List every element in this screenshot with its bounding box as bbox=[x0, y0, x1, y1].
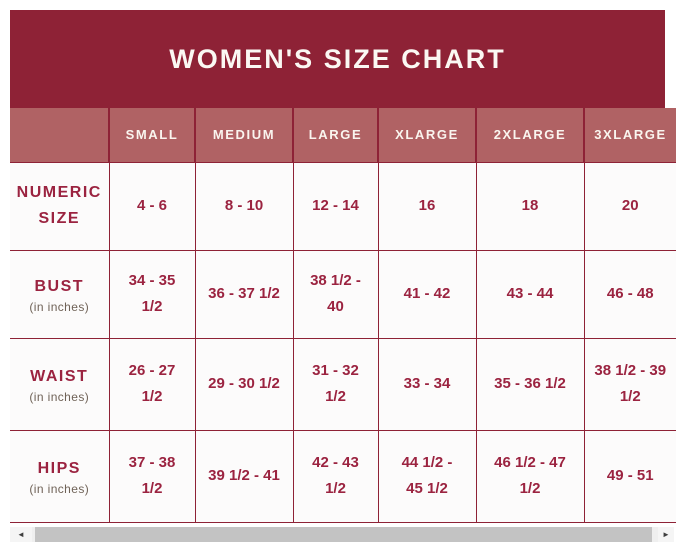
table-cell: 34 - 35 1/2 bbox=[108, 249, 196, 339]
scrollbar-thumb[interactable] bbox=[35, 527, 652, 542]
row-sublabel: (in inches) bbox=[29, 299, 90, 314]
row-header-bust: BUST (in inches) bbox=[10, 249, 110, 339]
scroll-right-button[interactable]: ► bbox=[658, 527, 674, 542]
column-header-2xlarge: 2XLARGE bbox=[475, 108, 584, 162]
table-cell: 29 - 30 1/2 bbox=[194, 337, 294, 431]
table-cell: 16 bbox=[377, 161, 477, 251]
row-label: HIPS bbox=[37, 460, 81, 477]
table-cell: 41 - 42 bbox=[377, 249, 477, 339]
column-header-3xlarge: 3XLARGE bbox=[583, 108, 676, 162]
table-row-bust: BUST (in inches) 34 - 35 1/2 36 - 37 1/2 … bbox=[10, 249, 676, 339]
table-cell: 49 - 51 bbox=[583, 429, 676, 523]
row-header-waist: WAIST (in inches) bbox=[10, 337, 110, 431]
scroll-left-icon: ◄ bbox=[17, 529, 25, 539]
table-cell: 26 - 27 1/2 bbox=[108, 337, 196, 431]
row-header-numeric-size: NUMERIC SIZE bbox=[10, 161, 110, 251]
table-cell: 46 1/2 - 47 1/2 bbox=[475, 429, 585, 523]
row-label: WAIST bbox=[30, 368, 89, 385]
table-row-hips: HIPS (in inches) 37 - 38 1/2 39 1/2 - 41 … bbox=[10, 429, 676, 523]
table-cell: 12 - 14 bbox=[292, 161, 379, 251]
table-cell: 36 - 37 1/2 bbox=[194, 249, 294, 339]
table-cell: 8 - 10 bbox=[194, 161, 294, 251]
column-header-small: SMALL bbox=[108, 108, 195, 162]
table-cell: 42 - 43 1/2 bbox=[292, 429, 379, 523]
table-cell: 43 - 44 bbox=[475, 249, 585, 339]
column-header-xlarge: XLARGE bbox=[377, 108, 476, 162]
table-cell: 44 1/2 - 45 1/2 bbox=[377, 429, 477, 523]
table-cell: 35 - 36 1/2 bbox=[475, 337, 585, 431]
column-header-medium: MEDIUM bbox=[194, 108, 293, 162]
table-cell: 4 - 6 bbox=[108, 161, 196, 251]
table-cell: 46 - 48 bbox=[583, 249, 676, 339]
chart-title-bar: WOMEN'S SIZE CHART bbox=[10, 10, 665, 108]
row-sublabel: (in inches) bbox=[29, 481, 90, 496]
column-header-large: LARGE bbox=[292, 108, 378, 162]
table-viewport: SMALL MEDIUM LARGE XLARGE 2XLARGE 3XLARG… bbox=[10, 108, 676, 523]
corner-header-cell bbox=[10, 108, 109, 162]
scrollbar-track[interactable] bbox=[32, 527, 658, 542]
scroll-left-button[interactable]: ◄ bbox=[10, 527, 32, 542]
page-title: WOMEN'S SIZE CHART bbox=[169, 43, 506, 74]
table-cell: 18 bbox=[475, 161, 585, 251]
table-cell: 38 1/2 - 40 bbox=[292, 249, 379, 339]
horizontal-scrollbar[interactable]: ◄ ► bbox=[10, 527, 674, 542]
table-cell: 38 1/2 - 39 1/2 bbox=[583, 337, 676, 431]
row-header-hips: HIPS (in inches) bbox=[10, 429, 110, 523]
row-label: BUST bbox=[34, 278, 85, 295]
scroll-right-icon: ► bbox=[662, 529, 670, 539]
size-table: SMALL MEDIUM LARGE XLARGE 2XLARGE 3XLARG… bbox=[10, 108, 676, 523]
column-header-row: SMALL MEDIUM LARGE XLARGE 2XLARGE 3XLARG… bbox=[10, 108, 676, 162]
table-cell: 20 bbox=[583, 161, 676, 251]
table-cell: 39 1/2 - 41 bbox=[194, 429, 294, 523]
table-cell: 31 - 32 1/2 bbox=[292, 337, 379, 431]
table-cell: 33 - 34 bbox=[377, 337, 477, 431]
table-row-numeric-size: NUMERIC SIZE 4 - 6 8 - 10 12 - 14 16 18 … bbox=[10, 161, 676, 251]
table-row-waist: WAIST (in inches) 26 - 27 1/2 29 - 30 1/2… bbox=[10, 337, 676, 431]
row-label: NUMERIC SIZE bbox=[16, 184, 102, 227]
row-sublabel: (in inches) bbox=[29, 389, 90, 404]
table-cell: 37 - 38 1/2 bbox=[108, 429, 196, 523]
